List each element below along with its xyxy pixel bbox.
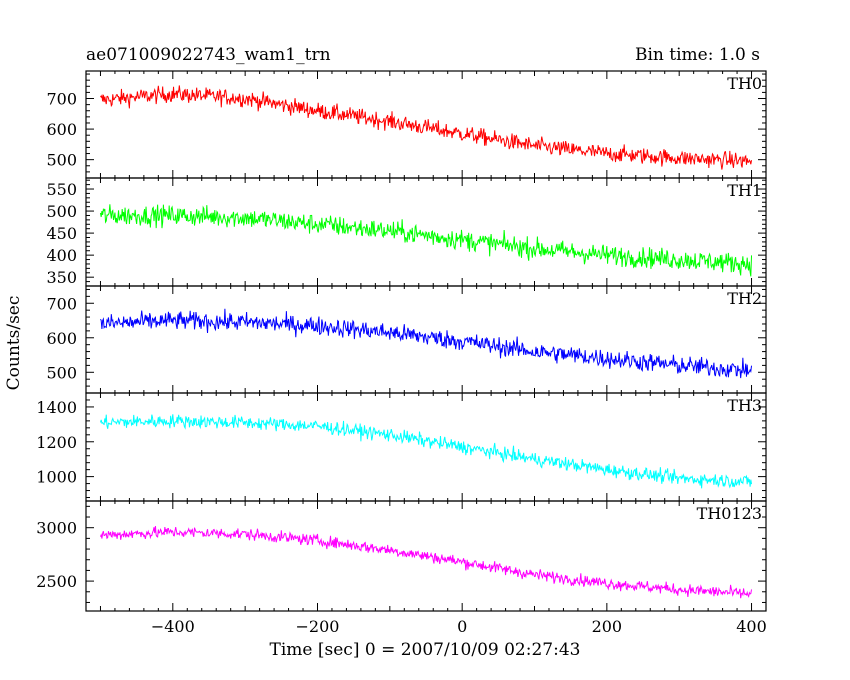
- y-axis-label: Counts/sec: [4, 296, 24, 391]
- panel-frame-th3: [85, 392, 767, 502]
- x-tick-label: −400: [151, 617, 195, 636]
- y-tick-label: 3000: [36, 519, 77, 538]
- y-tick-label: 550: [46, 180, 77, 199]
- y-tick-label: 1200: [36, 433, 77, 452]
- y-tick-label: 700: [46, 90, 77, 109]
- y-tick-label: 500: [46, 151, 77, 170]
- y-tick-label: 600: [46, 329, 77, 348]
- x-tick-label: 200: [592, 617, 623, 636]
- y-tick-label: 500: [46, 363, 77, 382]
- panel-label-th0: TH0: [727, 74, 762, 93]
- panel-label-th2: TH2: [727, 289, 762, 308]
- y-tick-label: 450: [46, 224, 77, 243]
- y-tick-label: 1000: [36, 468, 77, 487]
- y-tick-label: 1400: [36, 398, 77, 417]
- panel-label-th3: TH3: [727, 396, 762, 415]
- x-tick-label: −200: [296, 617, 340, 636]
- x-tick-label: 400: [736, 617, 767, 636]
- x-axis-label: Time [sec] 0 = 2007/10/09 02:27:43: [270, 640, 581, 660]
- bin-time-label: Bin time: 1.0 s: [635, 45, 760, 65]
- series-line-th3: [99, 414, 753, 489]
- y-tick-label: 700: [46, 294, 77, 313]
- chart-title: ae071009022743_wam1_trn: [86, 45, 331, 65]
- series-line-th2: [100, 308, 753, 379]
- panel-label-th0123: TH0123: [697, 504, 762, 523]
- series-line-th0: [100, 85, 753, 170]
- y-tick-label: 400: [46, 246, 77, 265]
- panel-frame-th0123: [85, 500, 767, 612]
- x-tick-label: 0: [457, 617, 467, 636]
- series-line-th1: [99, 204, 753, 277]
- y-tick-label: 500: [46, 202, 77, 221]
- y-tick-label: 600: [46, 120, 77, 139]
- y-tick-label: 2500: [36, 572, 77, 591]
- series-line-th0123: [100, 526, 753, 599]
- panel-label-th1: TH1: [727, 181, 762, 200]
- panels-group: 500 600 700 TH0 350 400 450 500 550 TH1 500 600 700 T…: [36, 70, 767, 636]
- y-tick-label: 350: [46, 268, 77, 287]
